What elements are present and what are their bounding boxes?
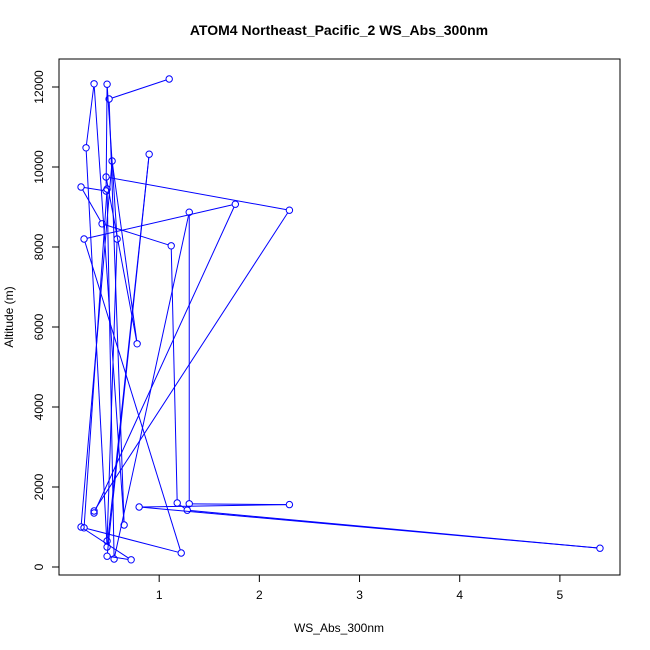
data-point	[77, 183, 85, 191]
y-axis: 0 2000 4000 6000 8000 10000 12000	[32, 70, 60, 570]
data-point	[135, 503, 143, 511]
y-tick-label: 8000	[32, 233, 46, 260]
plot-frame	[58, 58, 621, 576]
series-segment	[106, 157, 150, 554]
x-axis-label: WS_Abs_300nm	[294, 621, 384, 635]
data-point	[90, 80, 98, 88]
x-axis: 1 2 3 4 5	[156, 574, 564, 602]
series-segment	[82, 189, 101, 222]
data-point	[80, 524, 88, 532]
series-segment	[85, 86, 95, 145]
data-point	[102, 173, 110, 181]
series-segment	[109, 177, 287, 211]
data-point	[185, 500, 193, 508]
y-tick-label: 10000	[32, 150, 46, 184]
series-segment	[190, 509, 597, 549]
y-tick-label: 4000	[32, 393, 46, 420]
chart-title: ATOM4 Northeast_Pacific_2 WS_Abs_300nm	[190, 22, 488, 38]
series-segment	[111, 79, 167, 99]
y-tick-label: 6000	[32, 313, 46, 340]
data-point	[90, 509, 98, 517]
data-point	[98, 220, 106, 228]
data-point	[285, 500, 294, 509]
data-point	[103, 80, 111, 88]
data-point	[80, 235, 88, 243]
data-point	[103, 537, 111, 545]
series-segment	[87, 204, 233, 239]
series-segment	[114, 215, 190, 556]
data-point	[105, 95, 113, 103]
data-point	[231, 200, 240, 208]
data-point	[596, 544, 604, 552]
series-lines	[80, 79, 597, 560]
series-segment	[106, 180, 138, 341]
data-point	[102, 187, 110, 195]
data-point	[165, 75, 173, 83]
series-segment	[84, 241, 181, 551]
data-point	[108, 157, 116, 165]
x-tick-label: 1	[156, 588, 163, 602]
data-point	[145, 150, 153, 158]
x-tick-label: 2	[256, 588, 263, 602]
series-segment	[87, 528, 179, 553]
data-point	[173, 499, 181, 507]
y-tick-label: 2000	[32, 473, 46, 500]
series-segment	[179, 504, 185, 509]
data-point	[167, 242, 175, 250]
y-axis-label: Altitude (m)	[2, 286, 16, 347]
data-point	[183, 506, 191, 514]
data-point	[185, 208, 193, 216]
x-tick-label: 5	[557, 588, 564, 602]
data-point	[110, 555, 118, 563]
data-point	[127, 556, 135, 564]
series-segment	[104, 224, 169, 246]
series-segment	[105, 87, 108, 188]
data-point	[82, 144, 90, 152]
data-point	[177, 549, 185, 557]
series-segment	[106, 87, 118, 236]
series-segment	[94, 206, 235, 511]
series-segment	[142, 504, 287, 508]
y-tick-label: 0	[32, 563, 46, 570]
data-point	[103, 552, 111, 560]
data-point	[285, 206, 294, 214]
series-segment	[83, 528, 129, 559]
data-point	[90, 507, 98, 515]
series-segment	[106, 192, 115, 556]
series-segment	[170, 248, 178, 500]
series-segment	[83, 192, 108, 525]
data-point	[113, 235, 121, 243]
x-tick-label: 4	[456, 588, 463, 602]
series-segment	[106, 242, 118, 538]
series-points	[77, 75, 604, 564]
series-segment	[84, 187, 104, 191]
data-point	[120, 521, 128, 529]
series-segment	[112, 164, 138, 341]
data-point	[77, 523, 85, 531]
y-tick-label: 12000	[32, 70, 46, 104]
data-point	[103, 543, 111, 551]
series-segment	[110, 556, 129, 560]
x-tick-label: 3	[356, 588, 363, 602]
series-segment	[95, 212, 289, 509]
data-point	[133, 340, 141, 348]
